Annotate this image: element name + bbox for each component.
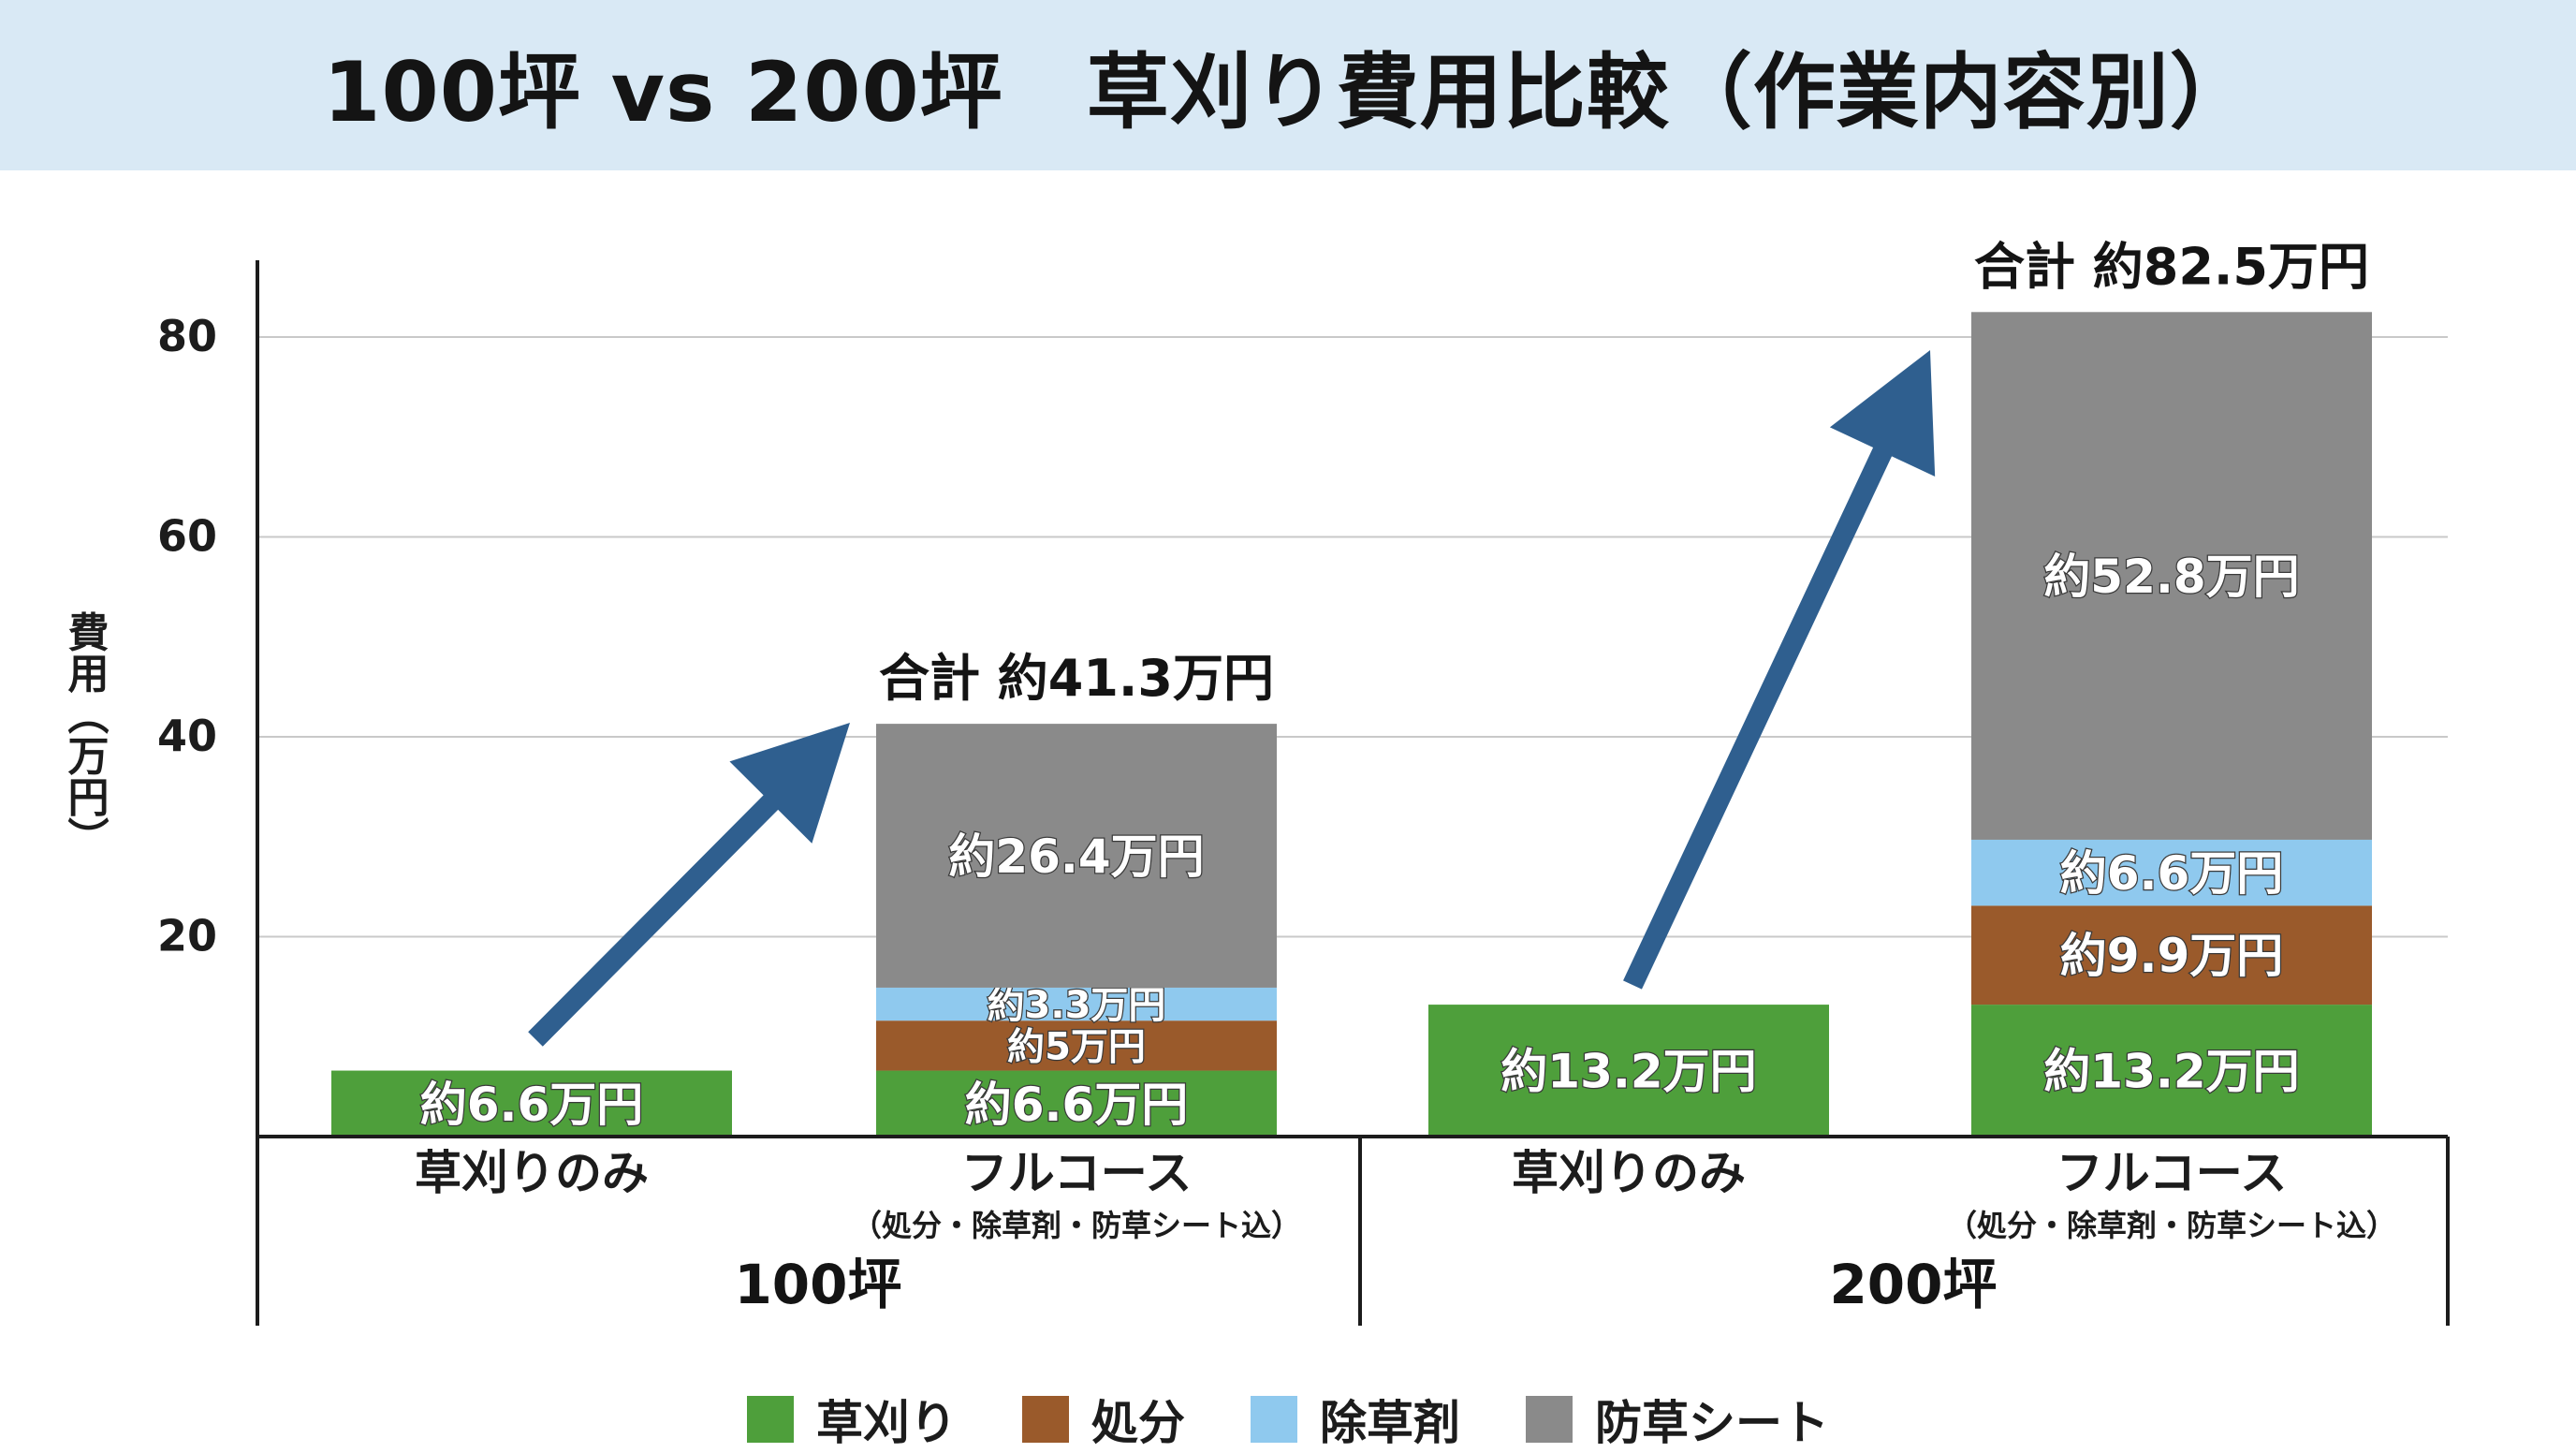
bar-segment-label-1-1-0: 約13.2万円 [2043, 1045, 2299, 1099]
bar-segment-0-1-3 [876, 724, 1277, 988]
bar-segment-label-0-1-2: 約3.3万円 [988, 984, 1166, 1027]
legend-item-herbicide: 除草剤 [1251, 1386, 1460, 1453]
bar-segment-0-1-2 [876, 987, 1277, 1021]
bar-segment-1-0-0 [1428, 1005, 1829, 1137]
bar-segment-label-0-1-0: 約6.6万円 [965, 1078, 1189, 1132]
legend-swatch-weed-sheet [1526, 1396, 1573, 1443]
legend-swatch-grass [747, 1396, 794, 1443]
legend-swatch-disposal [1022, 1396, 1069, 1443]
legend-label-weed-sheet: 防草シート [1595, 1396, 1829, 1450]
legend-swatch-herbicide [1251, 1396, 1297, 1443]
group-label-0: 100坪 [734, 1253, 901, 1316]
total-label-1: 合計 約82.5万円 [1974, 237, 2369, 296]
category-label-1-0: 草刈りのみ [1512, 1146, 1746, 1200]
category-label-1-1: フルコース [2056, 1146, 2288, 1200]
legend: 草刈り 処分 除草剤 防草シート [0, 1386, 2576, 1453]
legend-item-weed-sheet: 防草シート [1526, 1386, 1829, 1453]
y-tick-label-60: 60 [157, 511, 217, 562]
stacked-bar-chart: 20406080費用（万円）約6.6万円草刈りのみ約6.6万円約5万円約3.3万… [61, 237, 2450, 1326]
bar-segment-label-1-1-2: 約6.6万円 [2060, 846, 2284, 901]
y-tick-label-80: 80 [157, 311, 217, 361]
bar-segment-0-1-0 [876, 1070, 1277, 1137]
bar-segment-label-1-0-0: 約13.2万円 [1500, 1045, 1756, 1099]
bar-segment-0-0-0 [331, 1070, 732, 1137]
legend-item-grass: 草刈り [747, 1386, 957, 1453]
category-label-0-0: 草刈りのみ [415, 1146, 649, 1200]
bar-segment-label-0-0-0: 約6.6万円 [420, 1078, 644, 1132]
bar-segment-label-0-1-3: 約26.4万円 [948, 829, 1204, 884]
y-tick-label-40: 40 [157, 711, 217, 761]
group-label-1: 200坪 [1829, 1253, 1997, 1316]
legend-label-herbicide: 除草剤 [1320, 1396, 1460, 1450]
legend-item-disposal: 処分 [1022, 1386, 1185, 1453]
bar-segment-0-1-1 [876, 1020, 1277, 1071]
bar-segment-label-1-1-3: 約52.8万円 [2043, 550, 2299, 604]
legend-label-disposal: 処分 [1091, 1396, 1185, 1450]
bar-segment-1-1-3 [1971, 312, 2372, 840]
bar-segment-1-1-1 [1971, 905, 2372, 1005]
chart-area: 20 40 60 80 費用（万円） 約6.6万円 草刈りのみ 約6.6万円 約5万円 約3.3万… [0, 170, 2576, 1438]
legend-label-grass: 草刈り [816, 1396, 957, 1450]
total-label-0: 合計 約41.3万円 [879, 649, 1274, 708]
title-band [0, 0, 2576, 170]
growth-arrow-200 [1623, 350, 1936, 990]
page-title: 100坪 vs 200坪 草刈り費用比較（作業内容別） [323, 43, 2253, 140]
bar-segment-label-0-1-1: 約5万円 [1007, 1025, 1146, 1068]
growth-arrow-100 [528, 723, 850, 1047]
category-sublabel-0-1: （処分・除草剤・防草シート込） [852, 1208, 1301, 1243]
category-sublabel-1-1: （処分・除草剤・防草シート込） [1947, 1208, 2396, 1243]
bar-segment-1-1-0 [1971, 1005, 2372, 1137]
category-label-0-1: フルコース [961, 1146, 1193, 1200]
bar-segment-label-1-1-1: 約9.9万円 [2060, 929, 2284, 983]
y-tick-label-20: 20 [157, 911, 217, 961]
y-axis-label: 費用（万円） [61, 610, 110, 858]
bar-segment-1-1-2 [1971, 839, 2372, 906]
